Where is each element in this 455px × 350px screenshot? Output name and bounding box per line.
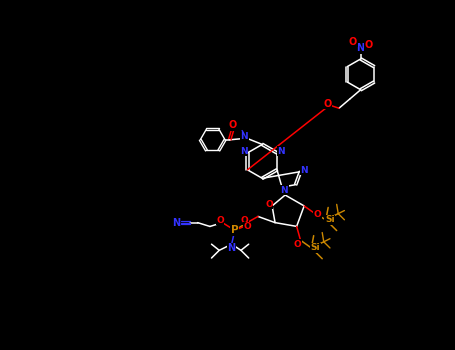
Text: N: N <box>172 218 180 228</box>
Text: O: O <box>265 200 273 209</box>
Text: N: N <box>228 243 236 253</box>
Text: N: N <box>240 147 248 156</box>
Text: Si: Si <box>325 215 334 224</box>
Text: Si: Si <box>310 244 320 252</box>
Text: N: N <box>280 186 288 195</box>
Text: N: N <box>277 147 285 156</box>
Text: P: P <box>231 225 238 235</box>
Text: O: O <box>241 216 249 225</box>
Text: O: O <box>293 240 301 248</box>
Text: O: O <box>243 222 251 231</box>
Text: N: N <box>241 132 248 141</box>
Text: N: N <box>357 43 365 53</box>
Text: O: O <box>323 99 332 108</box>
Text: O: O <box>229 120 237 130</box>
Text: O: O <box>349 37 357 47</box>
Text: N: N <box>300 166 308 175</box>
Text: O: O <box>364 40 373 50</box>
Text: O: O <box>216 216 224 225</box>
Text: O: O <box>313 210 321 219</box>
